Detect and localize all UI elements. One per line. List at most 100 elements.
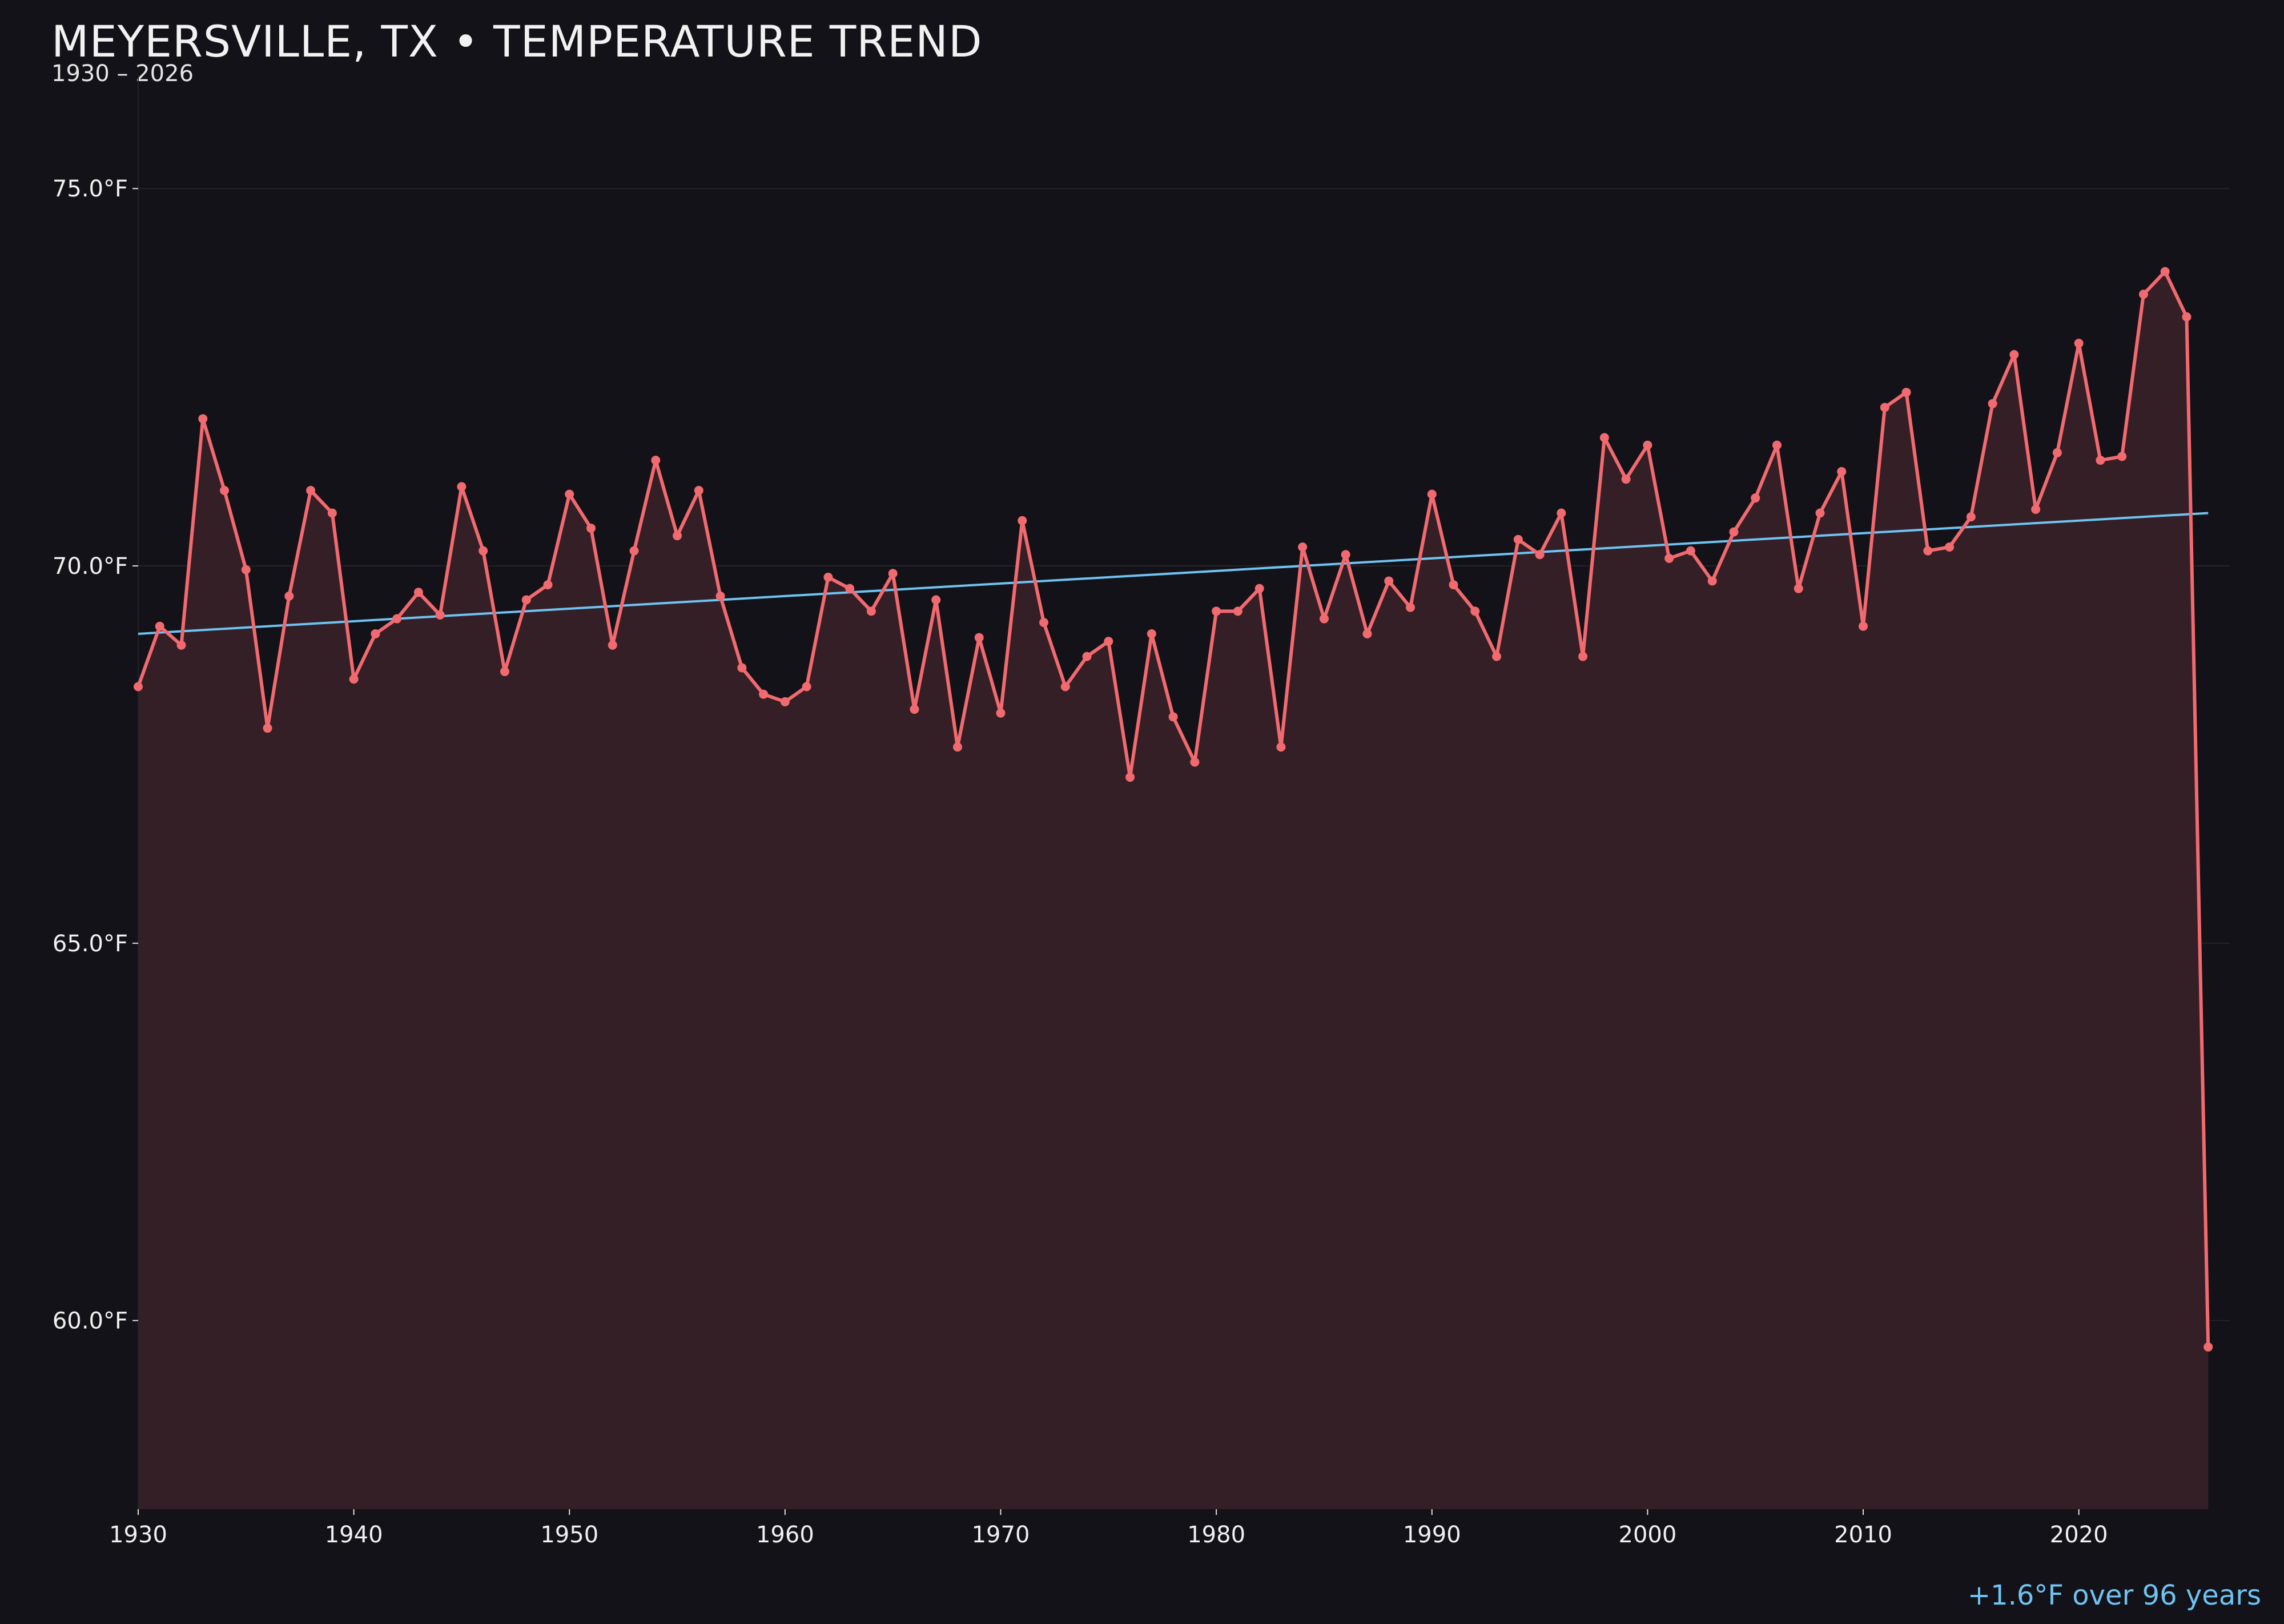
data-point-1932 [176,640,186,650]
data-point-1955 [673,531,682,541]
data-point-1970 [996,708,1006,718]
data-point-1978 [1168,712,1178,722]
data-point-2026 [2203,1342,2213,1352]
x-tick-label-1980: 1980 [1187,1522,1245,1548]
x-axis-ticks: 1930 1940 1950 1960 1970 1980 1990 2000 2010 2020 [109,1509,2108,1548]
data-point-1942 [392,614,402,624]
data-point-2018 [2031,504,2041,514]
chart-subtitle: 1930 – 2026 [51,61,194,87]
data-point-1997 [1578,652,1588,661]
data-point-1954 [651,456,661,465]
data-point-1980 [1212,606,1221,616]
data-point-1939 [327,508,337,518]
data-point-1998 [1599,433,1609,443]
data-point-1947 [500,667,509,677]
data-point-1989 [1406,602,1416,612]
data-point-1992 [1470,606,1480,616]
data-point-2022 [2117,452,2127,461]
data-point-1990 [1427,489,1437,499]
data-point-2011 [1880,403,1889,412]
data-point-1991 [1449,580,1458,590]
x-tick-label-1990: 1990 [1403,1522,1461,1548]
x-tick-label-1930: 1930 [109,1522,167,1548]
data-point-2013 [1923,546,1933,556]
data-point-2015 [1966,512,1976,522]
x-tick-label-2010: 2010 [1834,1522,1892,1548]
data-point-1966 [910,705,919,714]
data-point-1957 [715,591,725,601]
data-point-1968 [952,742,962,752]
data-point-1934 [220,485,230,495]
data-point-1971 [1018,516,1027,525]
data-point-1930 [134,682,143,692]
data-point-1959 [759,689,769,699]
data-point-1937 [284,591,294,601]
x-tick-label-2020: 2020 [2050,1522,2108,1548]
x-tick-label-1950: 1950 [540,1522,598,1548]
data-point-1958 [737,663,747,673]
data-point-2024 [2160,267,2170,276]
data-point-1946 [478,546,488,556]
data-point-2008 [1815,508,1825,518]
data-point-2021 [2096,456,2105,465]
data-point-1962 [823,572,833,582]
data-point-2025 [2182,312,2191,321]
data-point-1948 [521,595,531,605]
data-point-1985 [1319,614,1329,624]
data-point-2002 [1686,546,1695,556]
data-point-2006 [1772,440,1782,450]
data-point-1938 [306,485,316,495]
data-point-1935 [241,565,251,574]
data-points [134,267,2213,1352]
data-point-1961 [802,682,811,692]
data-point-2003 [1707,576,1717,586]
data-point-2009 [1837,467,1847,476]
data-point-1960 [780,697,790,706]
data-point-1969 [974,633,984,642]
data-point-1995 [1535,550,1545,560]
data-point-1979 [1190,757,1200,767]
data-point-2020 [2074,339,2084,348]
data-point-1965 [888,569,898,578]
data-point-2016 [1988,399,1997,408]
data-point-1983 [1276,742,1286,752]
data-point-1963 [845,584,855,593]
data-point-1982 [1254,584,1264,593]
data-point-1972 [1039,618,1049,628]
data-point-1993 [1492,652,1502,661]
data-point-1974 [1082,652,1092,661]
data-point-1981 [1233,606,1242,616]
y-tick-label-0: 60.0°F [53,1308,128,1334]
data-point-1945 [457,482,467,492]
data-point-1964 [866,606,876,616]
data-point-1952 [608,640,617,650]
trend-line [138,512,2209,635]
data-point-2019 [2052,448,2062,457]
data-point-1975 [1104,637,1113,646]
data-point-1984 [1298,542,1308,552]
y-tick-label-1: 65.0°F [53,931,128,957]
data-point-2000 [1643,440,1652,450]
data-point-2004 [1729,527,1739,537]
data-point-2001 [1664,553,1674,563]
data-point-1931 [155,621,164,631]
data-point-1988 [1384,576,1394,586]
data-point-1933 [198,414,208,424]
data-point-1936 [263,723,272,733]
y-axis-ticks: 60.0°F 65.0°F 70.0°F 75.0°F [53,176,138,1334]
data-point-1976 [1125,773,1135,782]
data-point-1951 [586,523,596,533]
data-point-2005 [1751,493,1760,503]
data-point-1977 [1147,629,1156,638]
data-point-1999 [1621,475,1631,484]
y-tick-label-2: 70.0°F [53,553,128,580]
data-point-1941 [371,629,380,638]
x-tick-label-1960: 1960 [756,1522,814,1548]
data-point-1950 [565,489,574,499]
data-point-1949 [543,580,553,590]
data-point-1944 [435,610,445,620]
x-tick-label-2000: 2000 [1619,1522,1677,1548]
trend-summary: +1.6°F over 96 years [1967,1579,2261,1611]
data-point-2017 [2009,349,2019,359]
